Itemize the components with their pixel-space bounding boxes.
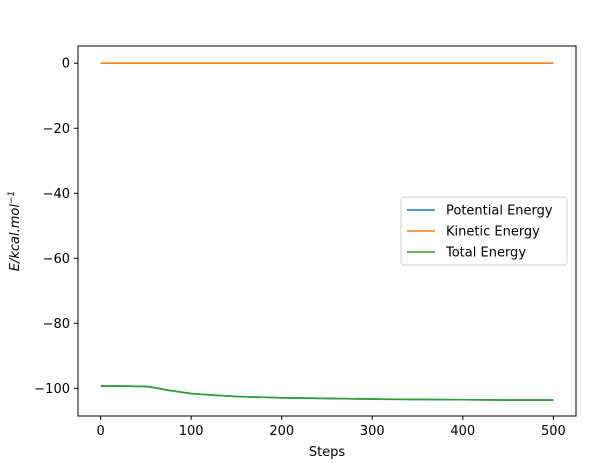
x-axis-label: Steps bbox=[309, 445, 346, 460]
legend-label-0: Potential Energy bbox=[446, 204, 553, 219]
y-axis-label: E/kcal.mol−1 bbox=[7, 191, 23, 272]
y-axis-label-main: E/kcal.mol bbox=[8, 204, 23, 272]
x-tick-label: 0 bbox=[96, 424, 104, 439]
x-tick-label: 400 bbox=[450, 424, 475, 439]
series-layer bbox=[100, 62, 554, 401]
x-tick-label: 100 bbox=[179, 424, 204, 439]
y-tick-label: −80 bbox=[43, 317, 70, 332]
x-tick-label: 500 bbox=[541, 424, 566, 439]
legend-box bbox=[400, 196, 568, 266]
plot-area-frame bbox=[77, 45, 577, 417]
ticks-layer: 0 100 200 300 400 500 0 −20 −40 −60 −80 −100 bbox=[34, 57, 565, 439]
y-tick-label: −100 bbox=[34, 382, 70, 397]
y-tick-label: −40 bbox=[43, 187, 70, 202]
y-tick-label: −20 bbox=[43, 122, 70, 137]
x-tick-label: 300 bbox=[360, 424, 385, 439]
y-tick-label: 0 bbox=[62, 57, 70, 72]
x-tick-label: 200 bbox=[269, 424, 294, 439]
series-line-2 bbox=[100, 385, 554, 401]
y-axis-label-superscript: −1 bbox=[7, 191, 17, 204]
legend-label-1: Kinetic Energy bbox=[446, 225, 540, 240]
legend-label-2: Total Energy bbox=[445, 246, 526, 261]
legend: Potential Energy Kinetic Energy Total Ener… bbox=[400, 196, 568, 266]
y-tick-label: −60 bbox=[43, 252, 70, 267]
